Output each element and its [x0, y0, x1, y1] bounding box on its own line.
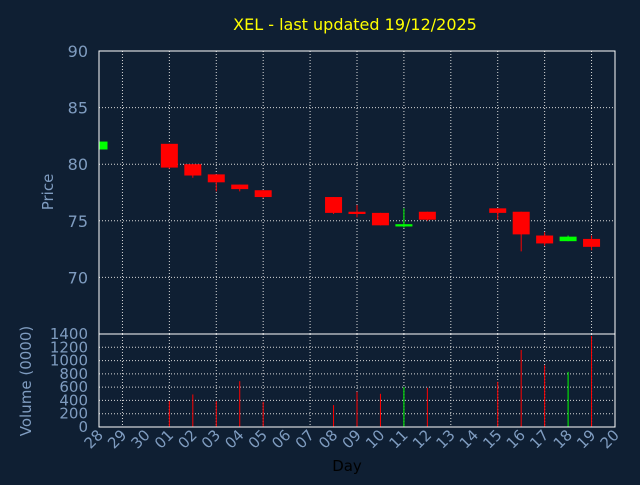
candle-body — [395, 224, 413, 227]
day-tick-label: 08 — [315, 426, 341, 452]
volume-plot-frame — [98, 333, 616, 428]
candle-body — [99, 141, 108, 150]
day-tick-label: 14 — [456, 426, 482, 452]
candle-body — [348, 211, 366, 215]
day-tick-label: 18 — [550, 426, 576, 452]
day-tick-label: 09 — [339, 426, 365, 452]
day-tick-label: 15 — [479, 426, 505, 452]
day-tick-label: 11 — [386, 426, 412, 452]
price-tick-label: 85 — [68, 99, 88, 118]
candle-body — [371, 212, 389, 226]
price-candles — [98, 141, 601, 252]
day-tick-label: 03 — [198, 426, 224, 452]
volume-tick-label: 0 — [78, 418, 88, 436]
candle-body — [536, 235, 554, 244]
candle-body — [418, 211, 436, 220]
price-axis-label: Price — [39, 174, 57, 211]
volume-tick-label: 800 — [59, 365, 88, 383]
volume-bars — [168, 335, 593, 427]
x-axis-label: Day — [332, 457, 362, 475]
day-tick-label: 30 — [128, 426, 154, 452]
candle-body — [512, 211, 530, 235]
day-tick-label: 10 — [362, 426, 388, 452]
day-tick-label: 04 — [221, 426, 247, 452]
day-tick-label: 07 — [292, 426, 318, 452]
volume-tick-label: 1200 — [50, 338, 88, 356]
day-tick-label: 06 — [268, 426, 294, 452]
day-tick-label: 16 — [503, 426, 529, 452]
day-tick-label: 13 — [432, 426, 458, 452]
candle-body — [583, 238, 601, 247]
volume-tick-label: 400 — [59, 391, 88, 409]
candle-body — [184, 164, 202, 176]
price-tick-label: 70 — [68, 268, 88, 287]
volume-tick-label: 1400 — [50, 325, 88, 343]
day-tick-label: 02 — [174, 426, 200, 452]
volume-tick-label: 1000 — [50, 352, 88, 370]
candle-body — [254, 190, 272, 198]
candle-body — [489, 208, 507, 213]
candle-body — [231, 184, 249, 190]
candle-body — [160, 143, 178, 168]
day-tick-labels: 2829300102030405060708091011121314151617… — [81, 426, 623, 452]
price-grid — [99, 50, 615, 334]
price-tick-label: 80 — [68, 155, 88, 174]
candle-body — [325, 197, 343, 213]
chart-title: XEL - last updated 19/12/2025 — [233, 15, 477, 34]
day-tick-label: 01 — [151, 426, 177, 452]
candle-body — [207, 174, 225, 183]
volume-tick-label: 200 — [59, 405, 88, 423]
day-tick-label: 17 — [526, 426, 552, 452]
price-tick-label: 75 — [68, 212, 88, 231]
volume-axis-label: Volume (0000) — [17, 326, 35, 436]
price-tick-label: 90 — [68, 42, 88, 61]
day-tick-label: 29 — [104, 426, 130, 452]
day-tick-label: 05 — [245, 426, 271, 452]
price-tick-labels: 70 75 80 85 90 — [68, 42, 88, 287]
day-tick-label: 20 — [597, 426, 623, 452]
candle-body — [559, 236, 577, 242]
day-tick-label: 12 — [409, 426, 435, 452]
volume-tick-label: 600 — [59, 378, 88, 396]
day-tick-label: 19 — [573, 426, 599, 452]
